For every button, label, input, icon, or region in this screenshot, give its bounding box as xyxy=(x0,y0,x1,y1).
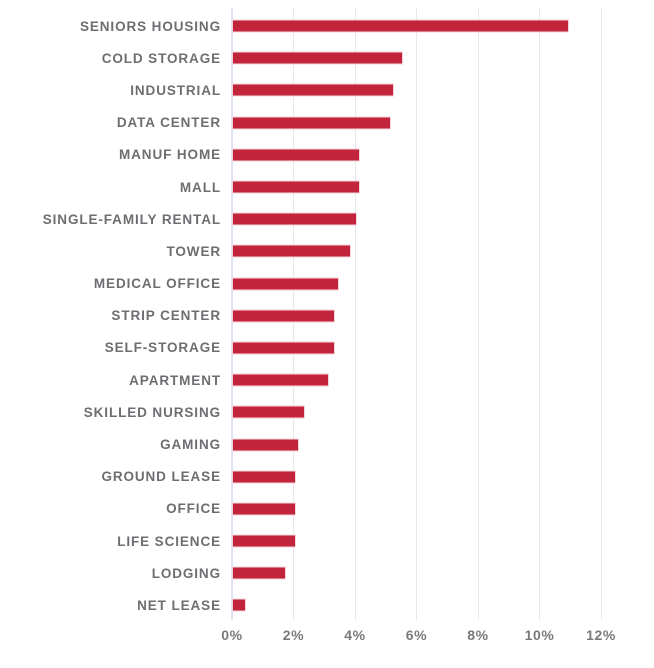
category-label: DATA CENTER xyxy=(116,115,221,131)
gridline xyxy=(477,8,479,620)
bar xyxy=(233,84,393,96)
bar-row: SELF-STORAGE xyxy=(0,332,654,364)
bar-track xyxy=(232,42,654,74)
bar xyxy=(233,278,338,290)
gridline xyxy=(354,8,356,620)
x-axis-tick-label: 6% xyxy=(405,627,428,643)
bar xyxy=(233,599,246,611)
bar-track xyxy=(232,139,654,171)
bar xyxy=(233,149,360,161)
x-axis-tick-label: 8% xyxy=(467,627,489,643)
bar-row: APARTMENT xyxy=(0,364,654,396)
category-label: SENIORS HOUSING xyxy=(79,18,221,34)
category-label: TOWER xyxy=(166,243,221,259)
category-label: INDUSTRIAL xyxy=(130,82,221,98)
x-axis-tick-label: 4% xyxy=(344,627,366,643)
bar xyxy=(233,213,356,225)
bar-track xyxy=(232,493,654,525)
category-label: SKILLED NURSING xyxy=(83,404,221,420)
category-label: GROUND LEASE xyxy=(101,469,221,485)
bar-row: MEDICAL OFFICE xyxy=(0,268,654,300)
bar-row: INDUSTRIAL xyxy=(0,74,654,106)
bar xyxy=(233,245,350,257)
bar-track xyxy=(232,300,654,332)
bar-row: LIFE SCIENCE xyxy=(0,525,654,557)
bar xyxy=(233,567,286,579)
bar xyxy=(233,406,304,418)
category-label: OFFICE xyxy=(166,501,221,517)
bar xyxy=(233,535,295,547)
bar-track xyxy=(232,364,654,396)
bar-row: STRIP CENTER xyxy=(0,300,654,332)
bar-row: TOWER xyxy=(0,235,654,267)
bar-track xyxy=(232,589,654,621)
category-label: MANUF HOME xyxy=(119,147,221,163)
bar xyxy=(233,20,569,32)
category-label: MEDICAL OFFICE xyxy=(93,276,221,292)
bar-track xyxy=(232,10,654,42)
bar xyxy=(233,310,335,322)
bar-rows: SENIORS HOUSING COLD STORAGE INDUSTRIAL DAT… xyxy=(0,10,654,622)
category-label: LODGING xyxy=(151,565,221,581)
bar-track xyxy=(232,235,654,267)
bar-track xyxy=(232,107,654,139)
bar-track xyxy=(232,332,654,364)
bar xyxy=(233,181,360,193)
category-label: APARTMENT xyxy=(129,372,221,388)
bar-track xyxy=(232,74,654,106)
bar xyxy=(233,503,295,515)
bar-row: COLD STORAGE xyxy=(0,42,654,74)
x-axis-tick-label: 10% xyxy=(524,627,555,643)
bar-track xyxy=(232,203,654,235)
bar xyxy=(233,471,295,483)
category-label: SINGLE-FAMILY RENTAL xyxy=(42,211,221,227)
category-label: COLD STORAGE xyxy=(101,50,221,66)
bar-row: DATA CENTER xyxy=(0,107,654,139)
zero-axis-line xyxy=(231,8,233,620)
bar-track xyxy=(232,525,654,557)
x-axis-tick-label: 2% xyxy=(282,627,305,643)
bar-row: OFFICE xyxy=(0,493,654,525)
category-label: GAMING xyxy=(160,437,221,453)
bar-track xyxy=(232,396,654,428)
bar xyxy=(233,342,335,354)
category-label: STRIP CENTER xyxy=(111,308,221,324)
bar-row: SENIORS HOUSING xyxy=(0,10,654,42)
bar xyxy=(233,439,298,451)
category-label: NET LEASE xyxy=(137,597,221,613)
gridline xyxy=(416,8,417,620)
x-axis-tick-label: 0% xyxy=(221,627,243,643)
bar-row: MANUF HOME xyxy=(0,139,654,171)
x-axis: 0% 2% 4% 6% 8% 10% 12% xyxy=(221,627,653,647)
bar xyxy=(233,52,403,64)
bar-track xyxy=(232,461,654,493)
bar-row: SKILLED NURSING xyxy=(0,396,654,428)
bar-track xyxy=(232,428,654,460)
category-label: MALL xyxy=(179,179,221,195)
gridline xyxy=(600,8,602,620)
bar-row: SINGLE-FAMILY RENTAL xyxy=(0,203,654,235)
bar-row: LODGING xyxy=(0,557,654,589)
bar-row: GAMING xyxy=(0,428,654,460)
bar-row: GROUND LEASE xyxy=(0,461,654,493)
bar-track xyxy=(232,268,654,300)
bar xyxy=(233,117,390,129)
bar-track xyxy=(232,171,654,203)
category-label: SELF-STORAGE xyxy=(104,340,221,356)
category-label: LIFE SCIENCE xyxy=(117,533,221,549)
bar-track xyxy=(232,557,654,589)
bar xyxy=(233,374,329,386)
gridline xyxy=(539,8,540,620)
bar-row: NET LEASE xyxy=(0,589,654,621)
x-axis-tick-label: 12% xyxy=(586,627,616,643)
bar-row: MALL xyxy=(0,171,654,203)
